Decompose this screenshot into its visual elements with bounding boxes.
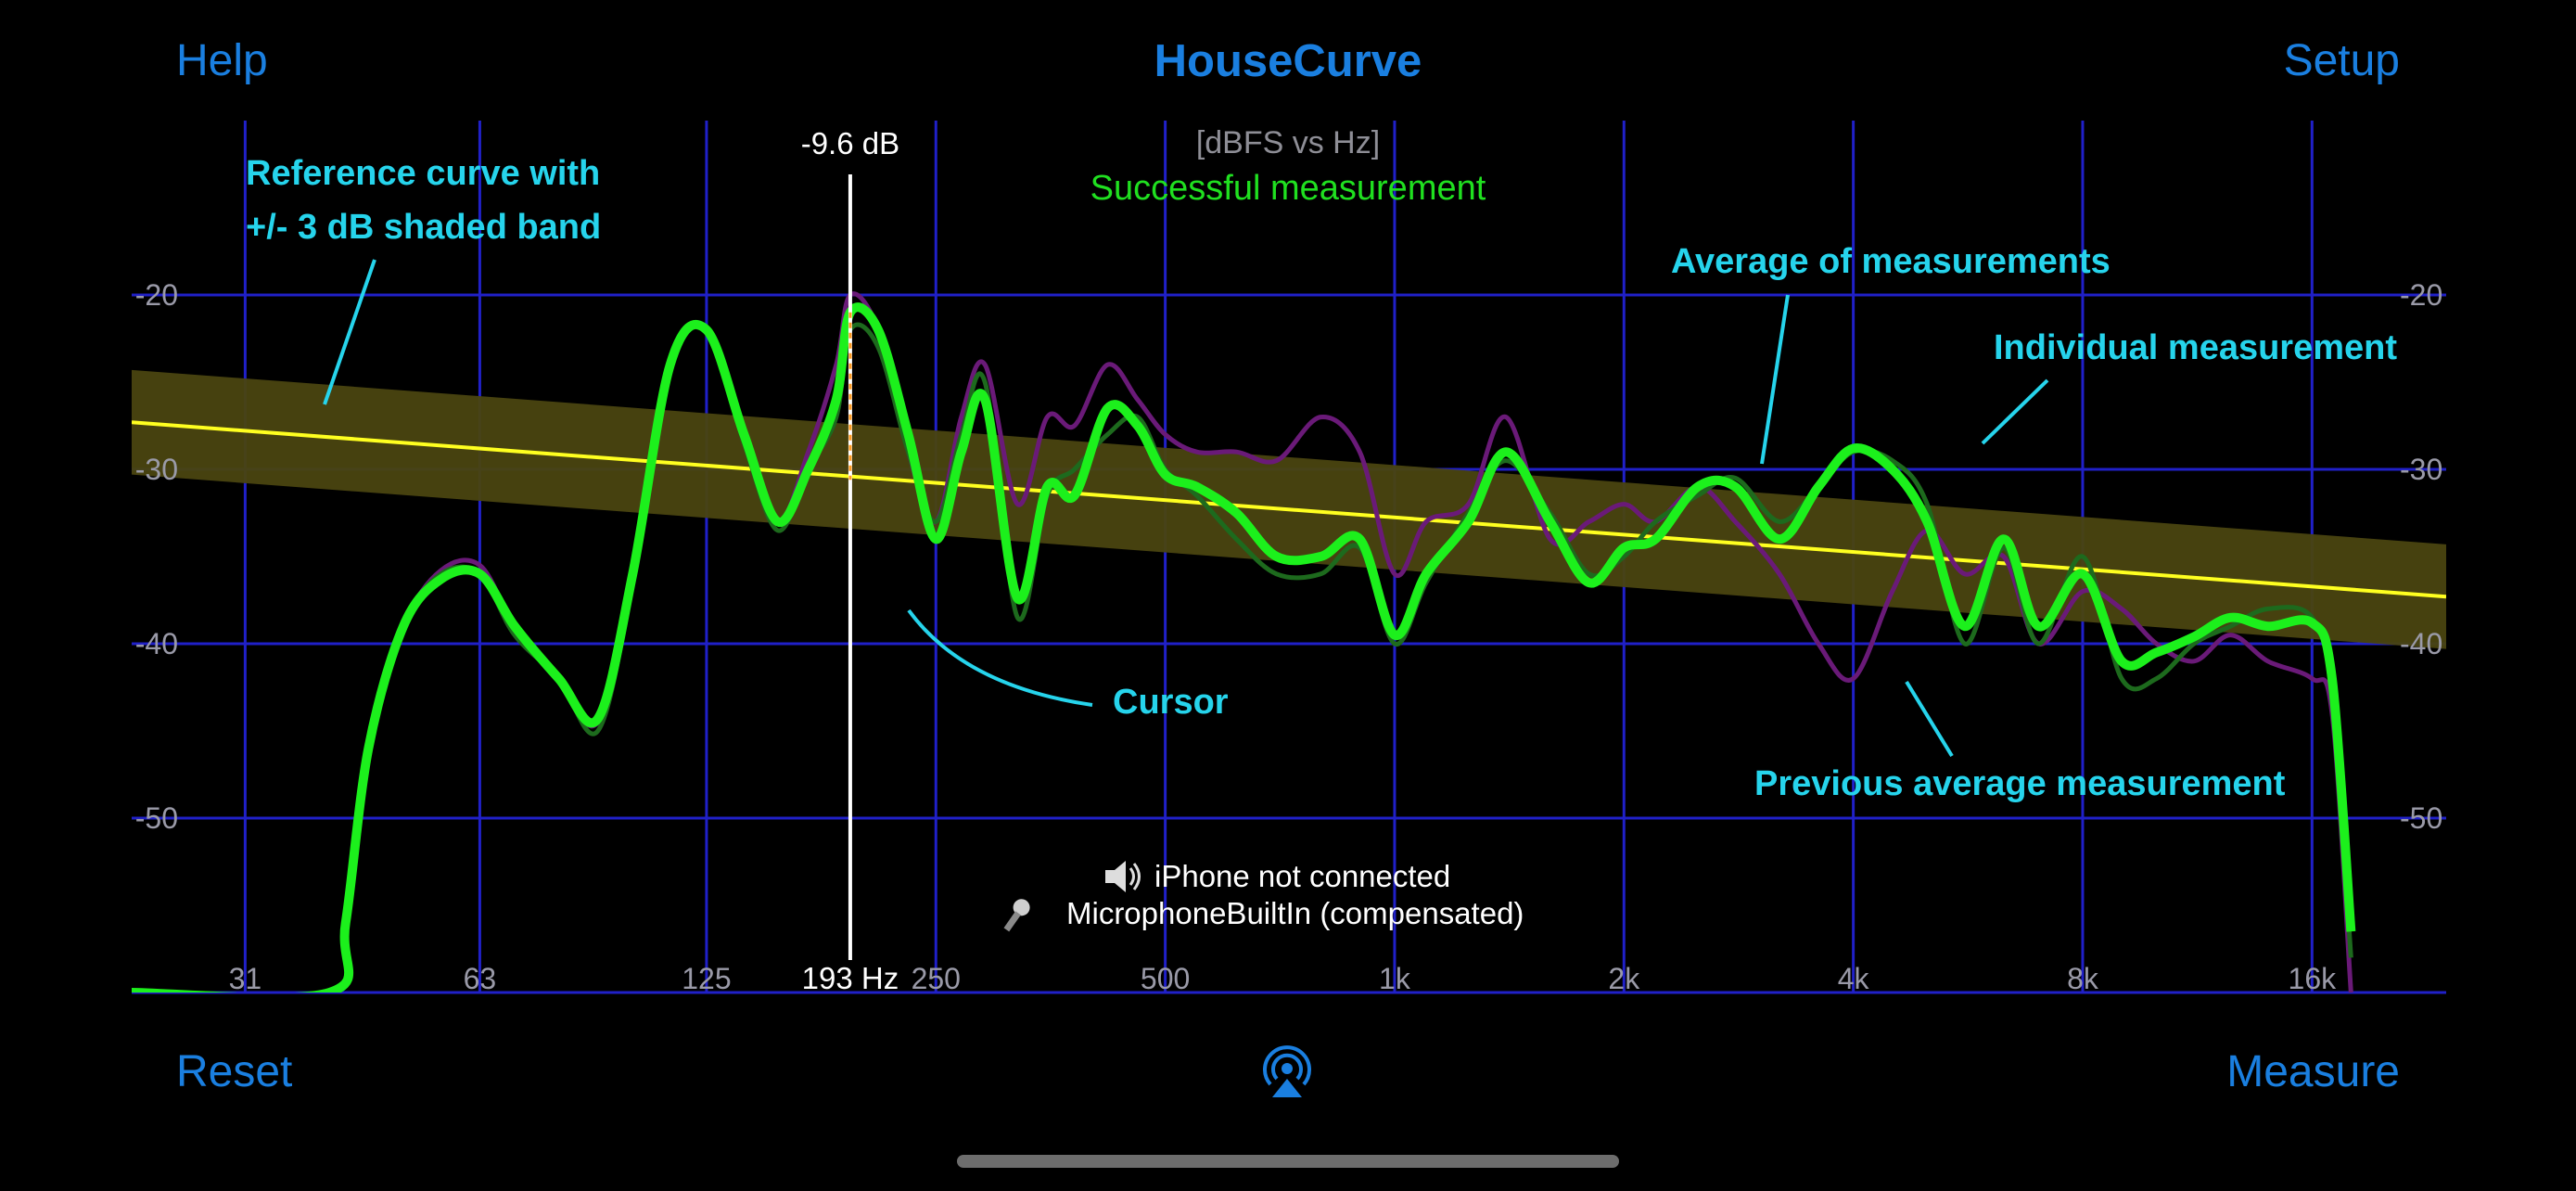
microphone-icon (1003, 899, 1030, 932)
y-tick-label-left: -20 (135, 278, 178, 312)
y-tick-label-right: -40 (2400, 627, 2442, 660)
y-tick-label-left: -50 (135, 801, 178, 835)
x-tick-label: 63 (464, 962, 497, 995)
units-label: [dBFS vs Hz] (1196, 125, 1380, 160)
x-tick-label: 16k (2289, 962, 2338, 995)
y-tick-label-left: -30 (135, 453, 178, 486)
setup-button[interactable]: Setup (2283, 36, 2400, 85)
reset-button[interactable]: Reset (176, 1047, 293, 1096)
annotation-cursor: Cursor (1113, 683, 1229, 722)
reference-curve (132, 420, 2446, 599)
annotation-average-pointer (1760, 294, 1790, 465)
cursor-frequency-label: 193 Hz (802, 961, 899, 995)
cursor-level-label: -9.6 dB (801, 126, 899, 160)
x-tick-label: 500 (1141, 962, 1190, 995)
annotation-previous-pointer (1905, 680, 1954, 758)
x-tick-label: 250 (912, 962, 961, 995)
x-tick-label: 125 (682, 962, 731, 995)
y-tick-label-right: -30 (2400, 453, 2442, 486)
average-curve (132, 302, 2356, 992)
x-tick-label: 31 (229, 962, 262, 995)
annotation-reference-pointer (323, 259, 376, 405)
annotation-previous: Previous average measurement (1754, 764, 2286, 803)
annotation-average: Average of measurements (1671, 242, 2111, 281)
y-tick-labels: -20 -20 -30 -30 -40 -40 -50 -50 (135, 278, 2443, 835)
airplay-icon[interactable] (1259, 1044, 1315, 1099)
home-indicator (957, 1155, 1619, 1168)
speaker-icon (1105, 861, 1141, 892)
annotation-individual: Individual measurement (1994, 328, 2397, 367)
x-tick-label: 2k (1608, 962, 1640, 995)
annotation-reference-line2: +/- 3 dB shaded band (246, 208, 601, 247)
annotation-reference-line1: Reference curve with (246, 154, 600, 193)
x-tick-label: 1k (1379, 962, 1411, 995)
x-tick-label: 8k (2067, 962, 2099, 995)
status-message: Successful measurement (1090, 169, 1486, 208)
x-tick-label: 4k (1838, 962, 1870, 995)
y-tick-label-right: -20 (2400, 278, 2442, 312)
annotation-cursor-pointer (907, 608, 1093, 707)
help-button[interactable]: Help (176, 36, 268, 85)
x-tick-labels: 31 63 125 250 500 1k 2k 4k 8k 16k (229, 962, 2338, 995)
speaker-status: iPhone not connected (1154, 859, 1450, 893)
microphone-status: MicrophoneBuiltIn (compensated) (1066, 896, 1524, 930)
measure-button[interactable]: Measure (2226, 1047, 2400, 1096)
annotation-individual-pointer (1981, 378, 2049, 445)
y-tick-label-right: -50 (2400, 801, 2442, 835)
app-title: HouseCurve (1154, 36, 1422, 86)
y-tick-label-left: -40 (135, 627, 178, 660)
